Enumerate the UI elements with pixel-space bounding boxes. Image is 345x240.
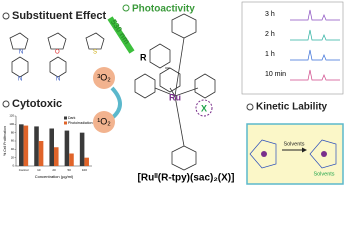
metal <box>321 151 327 157</box>
bar <box>79 132 85 166</box>
solvents-label: Solvents <box>283 141 304 147</box>
bullet <box>122 4 130 12</box>
singlet-oxygen: ¹O₂ <box>97 116 111 126</box>
y-tick-label: 100 <box>9 122 14 126</box>
ru-label: Ru <box>169 92 181 102</box>
bar <box>49 128 54 166</box>
y-tick-label: 80 <box>11 130 15 134</box>
bar <box>69 153 74 166</box>
y-tick-label: 20 <box>11 155 15 159</box>
bar <box>34 126 39 166</box>
y-tick-label: 40 <box>11 147 15 151</box>
y-tick-label: 120 <box>9 114 14 118</box>
light-arrow <box>107 16 135 54</box>
r-group: R <box>140 52 147 62</box>
y-tick-label: 60 <box>11 139 15 143</box>
bar <box>64 130 70 166</box>
legend-swatch <box>64 116 67 120</box>
x-label: X <box>201 103 207 113</box>
y-tick-label: 0 <box>12 164 14 168</box>
arrow <box>110 86 122 120</box>
cytotoxic: Cytotoxic <box>12 98 62 110</box>
triplet-oxygen: ³O₂ <box>97 72 111 82</box>
spectrum <box>290 29 340 41</box>
heterocycles <box>9 32 105 78</box>
nmr-time: 3 h <box>265 11 275 18</box>
x-tick-label: 10 <box>37 168 41 172</box>
x-circle <box>195 99 213 117</box>
atom: N <box>18 77 22 83</box>
spectrum <box>290 49 340 61</box>
atom: N <box>56 77 60 83</box>
substituent-title: Substituent Effect <box>12 10 106 22</box>
legend-label: Dark <box>68 116 76 120</box>
nmr-time: 2 h <box>265 31 275 38</box>
atom: O <box>55 50 60 56</box>
graphical-abstract: Substituent Effect N O S N N ³O₂ ¹O₂ Cyt… <box>2 1 344 185</box>
bullet <box>2 100 10 108</box>
nmr-time: 1 h <box>265 51 275 58</box>
bar <box>19 124 24 166</box>
metal <box>261 151 267 157</box>
solvents-label: Solvents <box>313 171 334 177</box>
x-tick-label: Control <box>19 168 29 172</box>
photoactivity: Photoactivity <box>132 4 195 15</box>
x-tick-label: 100 <box>82 168 87 172</box>
bar <box>84 157 89 166</box>
spectrum <box>290 9 340 21</box>
nmr-time: 10 min <box>265 71 286 78</box>
atom: S <box>93 50 97 56</box>
nmr-spectra: 3 h 2 h 1 h 10 min <box>265 9 340 81</box>
bar-chart: 0 20 40 60 80 100 120 % Cell Proliferation Conce… <box>3 114 93 179</box>
kinetic-lability: Kinetic Lability <box>256 102 328 113</box>
y-axis-label: % Cell Proliferation <box>3 126 7 156</box>
complex-structure <box>134 13 216 171</box>
x-tick-label: 50 <box>68 168 72 172</box>
spectrum <box>290 69 340 81</box>
x-axis-label: Concentration (µg/ml) <box>35 174 74 179</box>
oxygen-bubble <box>93 111 115 133</box>
formula: [Ruᴵᴵ(R-tpy)(sac)₂(X)] <box>138 173 235 184</box>
nmr-panel <box>241 1 344 95</box>
x-tick-label: 20 <box>52 168 56 172</box>
bar <box>38 141 44 166</box>
legend-label: Photoirradiation <box>68 121 93 125</box>
legend-swatch <box>64 121 67 125</box>
octahedra <box>249 139 337 169</box>
bullet <box>2 12 10 20</box>
atom: N <box>19 50 23 56</box>
bar <box>54 147 59 166</box>
wavelength: 530 nm <box>109 18 132 46</box>
bar <box>23 125 29 166</box>
oxygen-bubble <box>93 67 115 89</box>
bullet <box>246 103 254 111</box>
